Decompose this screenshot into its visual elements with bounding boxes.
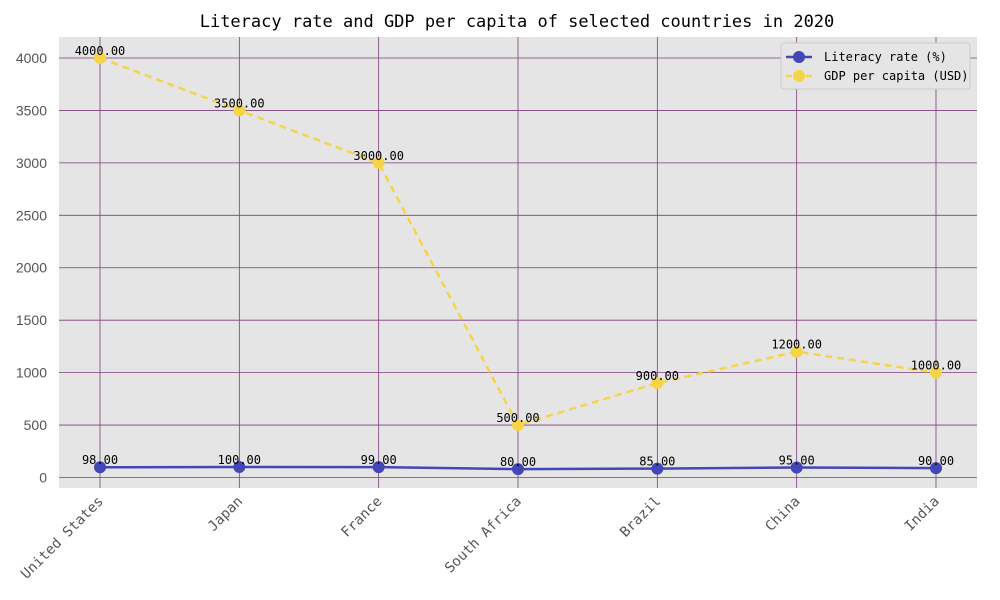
data-point-1 — [651, 377, 664, 390]
x-tick-label: France — [338, 494, 385, 541]
y-tick-label: 2500 — [16, 207, 47, 223]
x-tick-label: China — [762, 494, 803, 535]
data-label-1: 500.00 — [496, 411, 539, 425]
y-tick-label: 4000 — [16, 50, 47, 66]
data-labels: 98.00 100.00 99.00 80.00 85.00 95.00 90.00 4000… — [75, 44, 962, 469]
data-label-0: 98.00 — [82, 453, 118, 467]
data-point-0 — [651, 462, 664, 475]
legend-box — [780, 42, 971, 90]
x-tick-label: South Africa — [442, 494, 525, 577]
data-label-0: 90.00 — [918, 454, 954, 468]
data-point-1 — [233, 104, 246, 117]
y-tick-label: 2000 — [16, 260, 47, 276]
data-label-0: 80.00 — [500, 455, 536, 469]
data-label-0: 99.00 — [361, 453, 397, 467]
y-axis: 0 500 1000 1500 2000 2500 3000 3500 4000 — [16, 50, 47, 486]
legend: Literacy rate (%) GDP per capita (USD) — [780, 42, 971, 90]
data-label-1: 3000.00 — [353, 149, 404, 163]
chart-title: Literacy rate and GDP per capita of sele… — [200, 12, 835, 32]
y-tick-label: 3500 — [16, 102, 47, 118]
y-tick-label: 1000 — [16, 365, 47, 381]
data-point-1 — [94, 51, 106, 64]
data-label-0: 85.00 — [639, 455, 675, 469]
data-point-0 — [94, 461, 106, 474]
x-tick-label: Brazil — [617, 494, 664, 541]
data-point-1 — [930, 366, 942, 379]
legend-label-gdp: GDP per capita (USD) — [824, 69, 969, 83]
data-label-1: 1200.00 — [771, 338, 822, 352]
data-label-1: 3500.00 — [214, 96, 265, 110]
data-label-1: 1000.00 — [911, 359, 962, 373]
y-tick-label: 500 — [24, 417, 48, 433]
y-tick-label: 3000 — [16, 155, 47, 171]
data-point-1 — [372, 156, 385, 169]
data-point-1 — [512, 419, 524, 432]
y-tick-label: 1500 — [16, 312, 47, 328]
legend-marker-literacy — [793, 51, 805, 63]
legend-marker-gdp — [793, 70, 805, 82]
data-point-0 — [512, 463, 524, 476]
data-point-0 — [233, 461, 246, 474]
y-tick-label: 0 — [39, 470, 47, 486]
series-layer — [94, 51, 942, 476]
data-point-0 — [790, 461, 803, 474]
x-tick-label: Japan — [205, 494, 246, 535]
data-label-1: 4000.00 — [75, 44, 126, 58]
data-label-0: 95.00 — [779, 454, 815, 468]
data-point-1 — [790, 345, 803, 358]
x-tick-label: United States — [18, 494, 107, 583]
data-point-0 — [930, 462, 942, 475]
x-axis: United States Japan France South Africa Braz… — [18, 494, 943, 583]
data-label-1: 900.00 — [636, 369, 679, 383]
data-label-0: 100.00 — [218, 453, 261, 467]
legend-label-literacy: Literacy rate (%) — [824, 50, 947, 64]
data-point-0 — [372, 461, 385, 474]
x-tick-label: India — [902, 494, 943, 535]
